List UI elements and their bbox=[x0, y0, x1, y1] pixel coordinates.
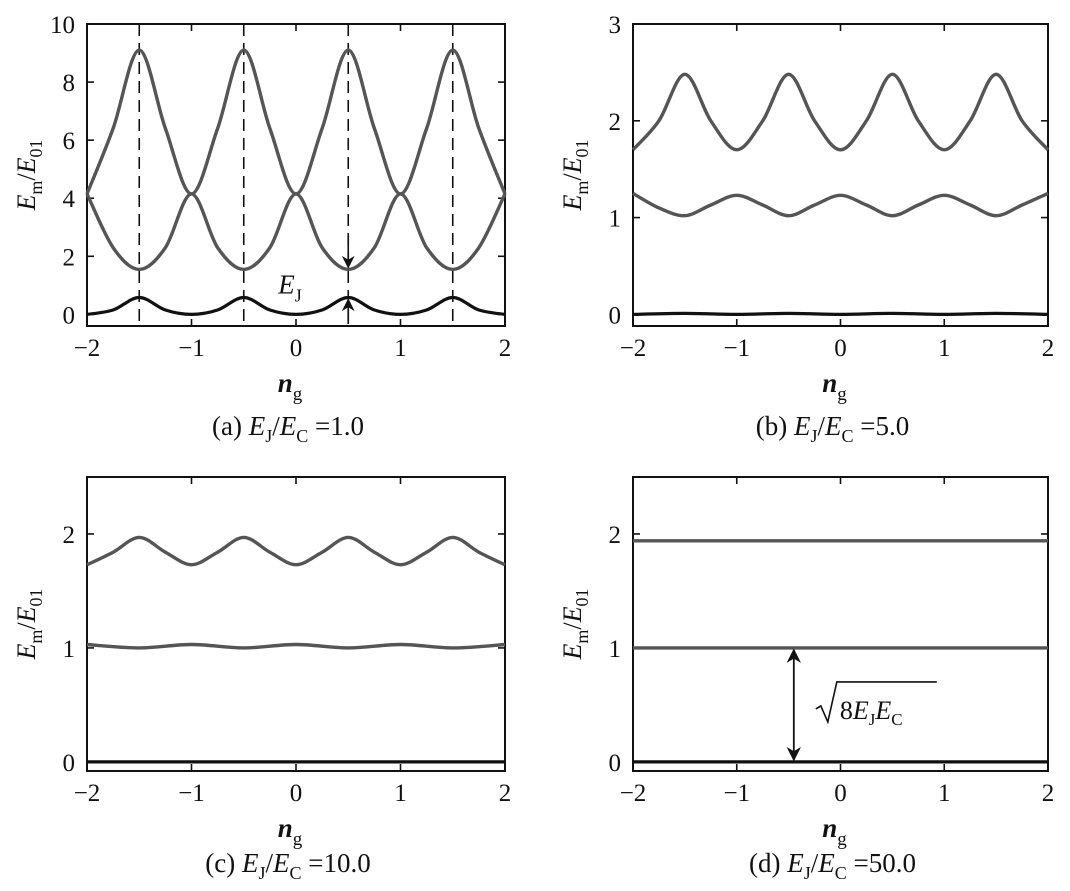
x-tick-label: 2 bbox=[1042, 335, 1055, 362]
x-axis-label: ng bbox=[278, 813, 303, 850]
panel-a: −2 −1 0 1 2 0 2 4 6 8 10 Em/E01 ng (a) EJ/EC =1.0 EJ bbox=[12, 12, 511, 446]
series-line-level-0 bbox=[86, 295, 506, 316]
x-tick-label: −1 bbox=[723, 335, 750, 362]
y-axis-label: Em/E01 bbox=[12, 588, 46, 660]
x-tick-label: −2 bbox=[620, 335, 647, 362]
y-tick-label: 8 bbox=[63, 70, 76, 97]
plot-frame bbox=[632, 476, 1049, 772]
series-line-level-2 bbox=[631, 72, 1050, 152]
y-axis-label: Em/E01 bbox=[558, 588, 592, 660]
x-tick-label: 1 bbox=[394, 780, 407, 807]
ej-annotation: EJ bbox=[277, 269, 302, 305]
x-tick-label: −2 bbox=[74, 335, 101, 362]
y-tick-label: 3 bbox=[609, 12, 622, 39]
y-axis-label: Em/E01 bbox=[12, 139, 46, 211]
panel-d: −2 −1 0 1 2 0 1 2 Em/E01 ng(d) EJ/EC =50.0 8EJEC bbox=[558, 476, 1055, 883]
y-tick-label: 10 bbox=[50, 12, 75, 39]
panel-caption: (a) EJ/EC =1.0 bbox=[212, 411, 364, 446]
series-line-level-2 bbox=[86, 535, 506, 567]
series-line-level-1 bbox=[86, 642, 506, 650]
y-tick-label: 2 bbox=[63, 244, 76, 271]
y-tick-label: 1 bbox=[63, 636, 76, 663]
series-line-level-2 bbox=[85, 48, 507, 196]
series-line-level-1 bbox=[85, 192, 507, 272]
y-tick-label: 0 bbox=[63, 750, 76, 777]
y-tick-label: 0 bbox=[609, 750, 622, 777]
y-tick-label: 0 bbox=[609, 302, 622, 329]
x-tick-label: 1 bbox=[394, 335, 407, 362]
x-tick-label: 2 bbox=[499, 335, 512, 362]
sqrt-sign bbox=[815, 681, 937, 725]
series-line-level-0 bbox=[632, 311, 1049, 316]
x-tick-label: −2 bbox=[74, 780, 101, 807]
panel-caption: (b) EJ/EC =5.0 bbox=[756, 411, 910, 446]
x-tick-label: −2 bbox=[620, 780, 647, 807]
y-tick-label: 6 bbox=[63, 128, 76, 155]
y-tick-label: 2 bbox=[63, 522, 76, 549]
x-axis-label: ng bbox=[822, 368, 847, 405]
y-axis-label: Em/E01 bbox=[558, 139, 592, 211]
x-tick-label: 1 bbox=[938, 780, 951, 807]
x-tick-label: −1 bbox=[178, 780, 205, 807]
panel-caption: (c) EJ/EC =10.0 bbox=[205, 848, 371, 883]
y-tick-label: 1 bbox=[609, 206, 622, 233]
x-tick-label: 0 bbox=[834, 335, 847, 362]
plot-frame bbox=[86, 476, 506, 772]
y-tick-label: 0 bbox=[63, 302, 76, 329]
x-tick-label: 2 bbox=[1042, 780, 1055, 807]
x-tick-label: 0 bbox=[290, 780, 303, 807]
y-tick-label: 2 bbox=[609, 522, 622, 549]
x-tick-label: 0 bbox=[834, 780, 847, 807]
x-axis-label: ng bbox=[278, 368, 303, 405]
y-tick-label: 1 bbox=[609, 636, 622, 663]
x-axis-label: ng bbox=[822, 813, 847, 850]
x-tick-label: −1 bbox=[178, 335, 205, 362]
panel-caption: (d) EJ/EC =50.0 bbox=[749, 848, 916, 883]
sqrt-expression: 8EJEC bbox=[840, 696, 903, 729]
x-tick-label: −1 bbox=[723, 780, 750, 807]
x-tick-label: 1 bbox=[938, 335, 951, 362]
plot-frame bbox=[632, 23, 1049, 327]
panel-c: −2 −1 0 1 2 0 1 2 Em/E01 ng(c) EJ/EC =10.0 bbox=[12, 476, 512, 883]
y-tick-label: 2 bbox=[609, 109, 622, 136]
panel-b: −2 −1 0 1 2 0 1 2 3 Em/E01 ng (b) EJ/EC =5.0 bbox=[558, 12, 1054, 446]
y-tick-label: 4 bbox=[63, 186, 76, 213]
x-tick-label: 2 bbox=[499, 780, 512, 807]
x-tick-label: 0 bbox=[290, 335, 303, 362]
series-line-level-1 bbox=[632, 191, 1049, 218]
